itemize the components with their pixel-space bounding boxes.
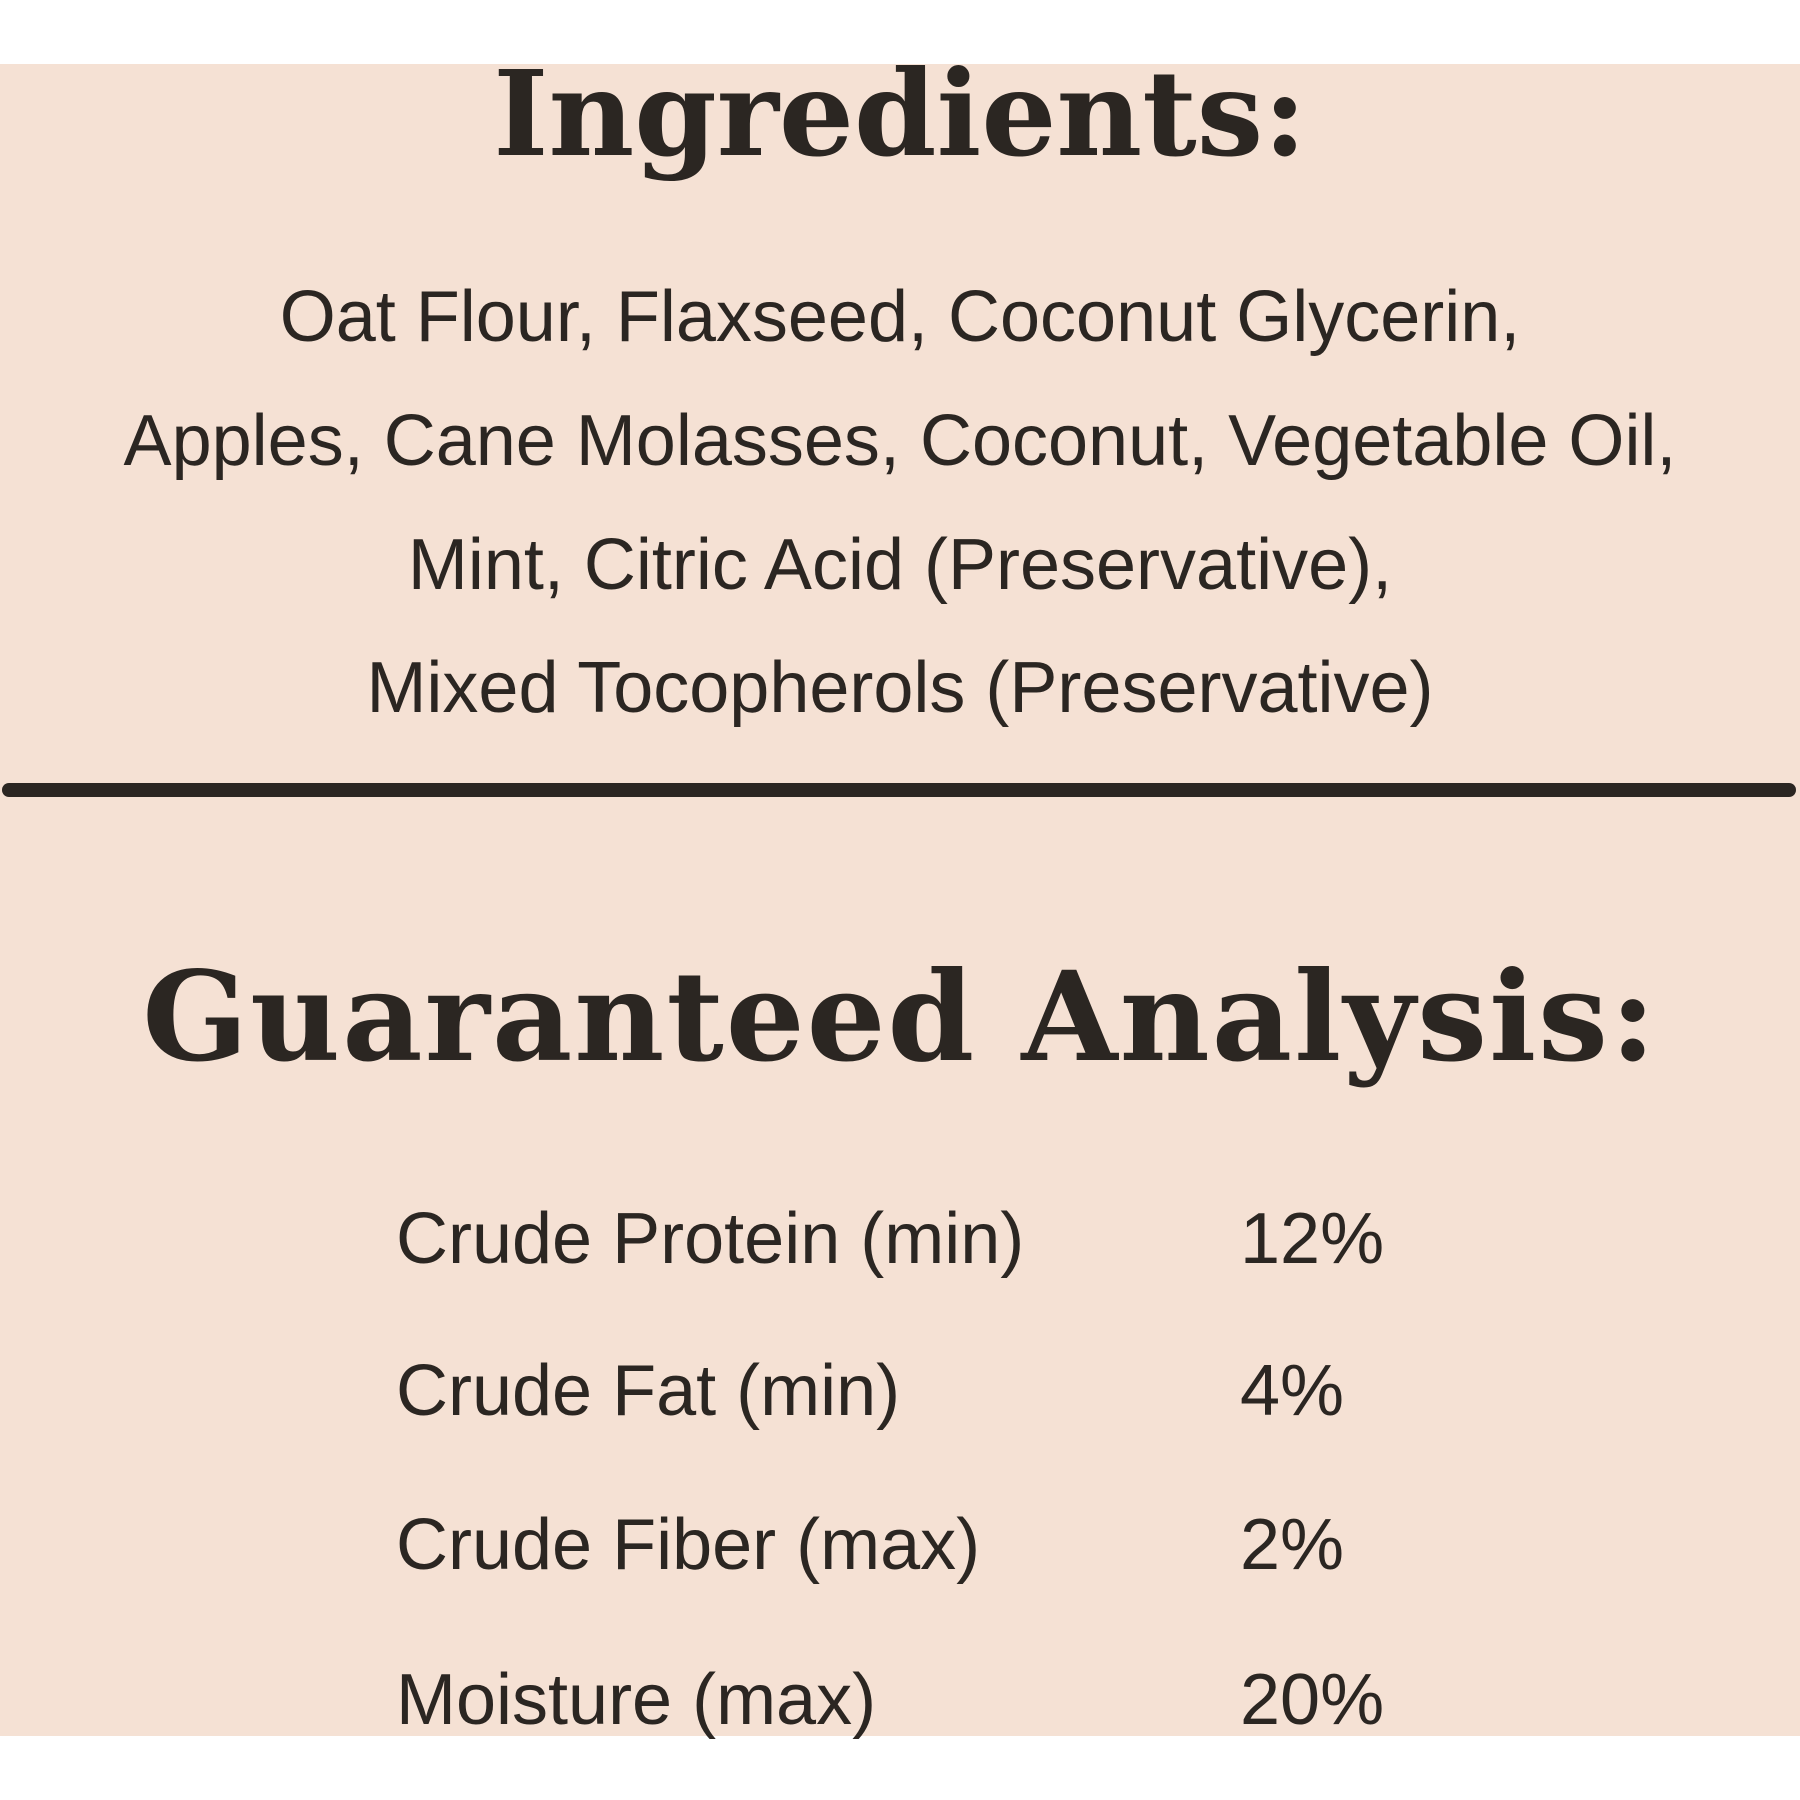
label-panel [0, 64, 1800, 1736]
analysis-title: Guaranteed Analysis: [142, 945, 1658, 1090]
ingredients-line: Mixed Tocopherols (Preservative) [366, 648, 1434, 728]
analysis-value: 20% [1240, 1660, 1385, 1740]
ingredients-line: Mint, Citric Acid (Preservative), [407, 525, 1393, 605]
ingredients-title: Ingredients: [493, 44, 1307, 183]
analysis-value: 2% [1240, 1505, 1345, 1585]
analysis-label: Crude Fiber (max) [396, 1505, 981, 1585]
analysis-label: Crude Fat (min) [396, 1351, 901, 1431]
analysis-value: 4% [1240, 1351, 1345, 1431]
analysis-value: 12% [1240, 1199, 1385, 1279]
analysis-label: Crude Protein (min) [396, 1199, 1025, 1279]
analysis-label: Moisture (max) [396, 1660, 877, 1740]
section-divider [2, 783, 1796, 797]
ingredients-line: Apples, Cane Molasses, Coconut, Vegetabl… [123, 401, 1677, 481]
ingredients-line: Oat Flour, Flaxseed, Coconut Glycerin, [279, 277, 1521, 357]
